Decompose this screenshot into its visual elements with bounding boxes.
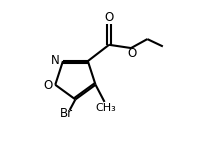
Text: O: O <box>127 47 136 60</box>
Text: N: N <box>51 54 60 67</box>
Text: CH₃: CH₃ <box>96 103 116 113</box>
Text: Br: Br <box>60 107 73 120</box>
Text: O: O <box>43 79 52 92</box>
Text: O: O <box>104 11 114 24</box>
